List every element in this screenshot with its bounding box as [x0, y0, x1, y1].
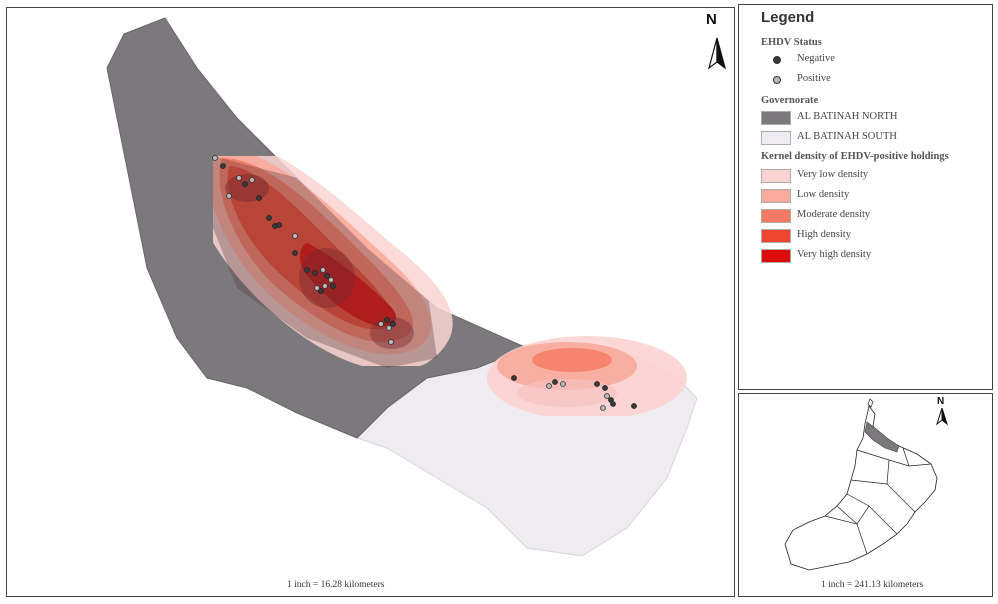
north-arrow-icon [707, 37, 727, 70]
swatch-very-high-density [761, 249, 791, 263]
oman-outline [784, 405, 938, 571]
swatch-al-batinah-south [761, 131, 791, 145]
inset-musandam [867, 398, 874, 408]
legend-item-very-low-density: Very low density [797, 169, 869, 180]
legend-status-heading: EHDV Status [761, 37, 822, 48]
kernel-density-south [487, 336, 687, 416]
inset-north-arrow-icon [936, 407, 948, 426]
inset-north-label: N [937, 396, 945, 407]
swatch-very-low-density [761, 169, 791, 183]
legend-item-moderate-density: Moderate density [797, 209, 871, 220]
positive-point-symbol [773, 76, 781, 84]
legend-item-very-high-density: Very high density [797, 249, 872, 260]
inset-governorate-boundaries [824, 447, 932, 555]
legend-item-low-density: Low density [797, 189, 850, 200]
inset-study-area [864, 421, 900, 453]
north-label: N [706, 11, 717, 28]
legend-item-negative: Negative [797, 53, 835, 64]
legend-title: Legend [761, 9, 815, 26]
legend-governorate-heading: Governorate [761, 95, 819, 106]
legend-item-high-density: High density [797, 229, 851, 240]
inset-scale-text: 1 inch = 241.13 kilometers [821, 580, 924, 590]
swatch-al-batinah-north [761, 111, 791, 125]
main-map [106, 17, 727, 557]
inset-map [784, 398, 948, 571]
legend-item-positive: Positive [797, 73, 831, 84]
negative-point-symbol [773, 56, 781, 64]
inset-map-frame: N 1 inch = 241.13 kilometers [738, 393, 993, 597]
legend-panel: Legend EHDV Status Negative Positive Gov… [738, 4, 993, 390]
legend-density-heading: Kernel density of EHDV-positive holdings [761, 151, 949, 162]
swatch-low-density [761, 189, 791, 203]
legend-item-al-batinah-north: AL BATINAH NORTH [797, 111, 898, 122]
main-scale-text: 1 inch = 16.28 kilometers [287, 580, 385, 590]
legend-item-al-batinah-south: AL BATINAH SOUTH [797, 131, 897, 142]
main-map-frame: N 1 inch = 16.28 kilometers [6, 7, 735, 597]
swatch-high-density [761, 229, 791, 243]
swatch-moderate-density [761, 209, 791, 223]
sample-points [212, 155, 637, 411]
